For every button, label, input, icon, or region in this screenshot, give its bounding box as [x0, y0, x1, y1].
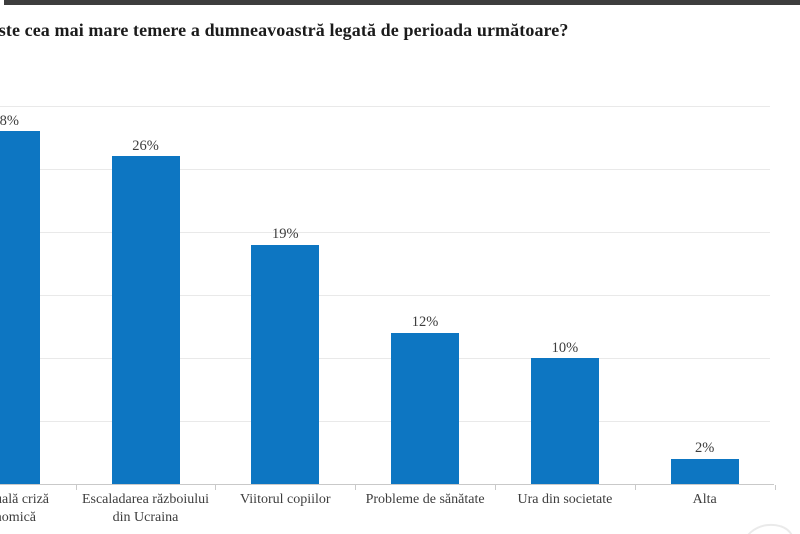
- watermark-arc: [741, 520, 797, 534]
- category-label: Probleme de sănătate: [350, 491, 500, 509]
- chart-title: Care este cea mai mare temere a dumneavo…: [0, 20, 569, 40]
- gridline: [0, 358, 770, 359]
- category-label: Ura din societate: [490, 491, 640, 509]
- axis-tick: [634, 485, 636, 490]
- category-label: Alta: [630, 491, 780, 509]
- bar-1: [0, 131, 40, 484]
- gridline: [0, 232, 770, 233]
- gridline: [0, 169, 770, 170]
- category-label-line: Ura din societate: [517, 492, 613, 507]
- gridline: [0, 295, 770, 296]
- bar-value-label: 2%: [695, 440, 715, 457]
- category-label: Escaladarea războiului din Ucraina: [71, 491, 221, 526]
- category-label: Eventuală criză economică: [0, 491, 81, 526]
- bar-value-label: 12%: [411, 314, 439, 331]
- axis-tick: [774, 485, 776, 490]
- category-label-line: Probleme de sănătate: [365, 492, 485, 507]
- category-label-line: din Ucraina: [112, 509, 179, 525]
- axis-tick: [75, 485, 77, 490]
- bar-value-label: 19%: [272, 226, 299, 243]
- bar-4: [391, 332, 460, 484]
- top-strip: [4, 0, 800, 5]
- bar-5: [530, 358, 599, 484]
- axis-tick: [495, 485, 496, 490]
- category-label-line: economică: [0, 509, 37, 525]
- bar-value-label: 26%: [132, 137, 159, 154]
- gridline: [0, 106, 770, 107]
- category-label-line: Viitorul copiilor: [240, 492, 331, 507]
- axis-tick: [215, 485, 217, 490]
- category-label-line: Eventuală criză: [0, 492, 50, 507]
- axis-tick: [355, 485, 357, 490]
- bar-2: [111, 156, 180, 484]
- category-label-line: Escaladarea războiului: [81, 492, 210, 507]
- category-label-line: Alta: [692, 492, 717, 507]
- bar-value-label: 28%: [0, 112, 19, 129]
- bar-value-label: 10%: [551, 339, 579, 356]
- category-label: Viitorul copiilor: [210, 491, 360, 509]
- bar-3: [251, 244, 320, 484]
- bar-6: [670, 458, 739, 484]
- gridline: [0, 421, 770, 422]
- x-axis-line: [0, 484, 774, 485]
